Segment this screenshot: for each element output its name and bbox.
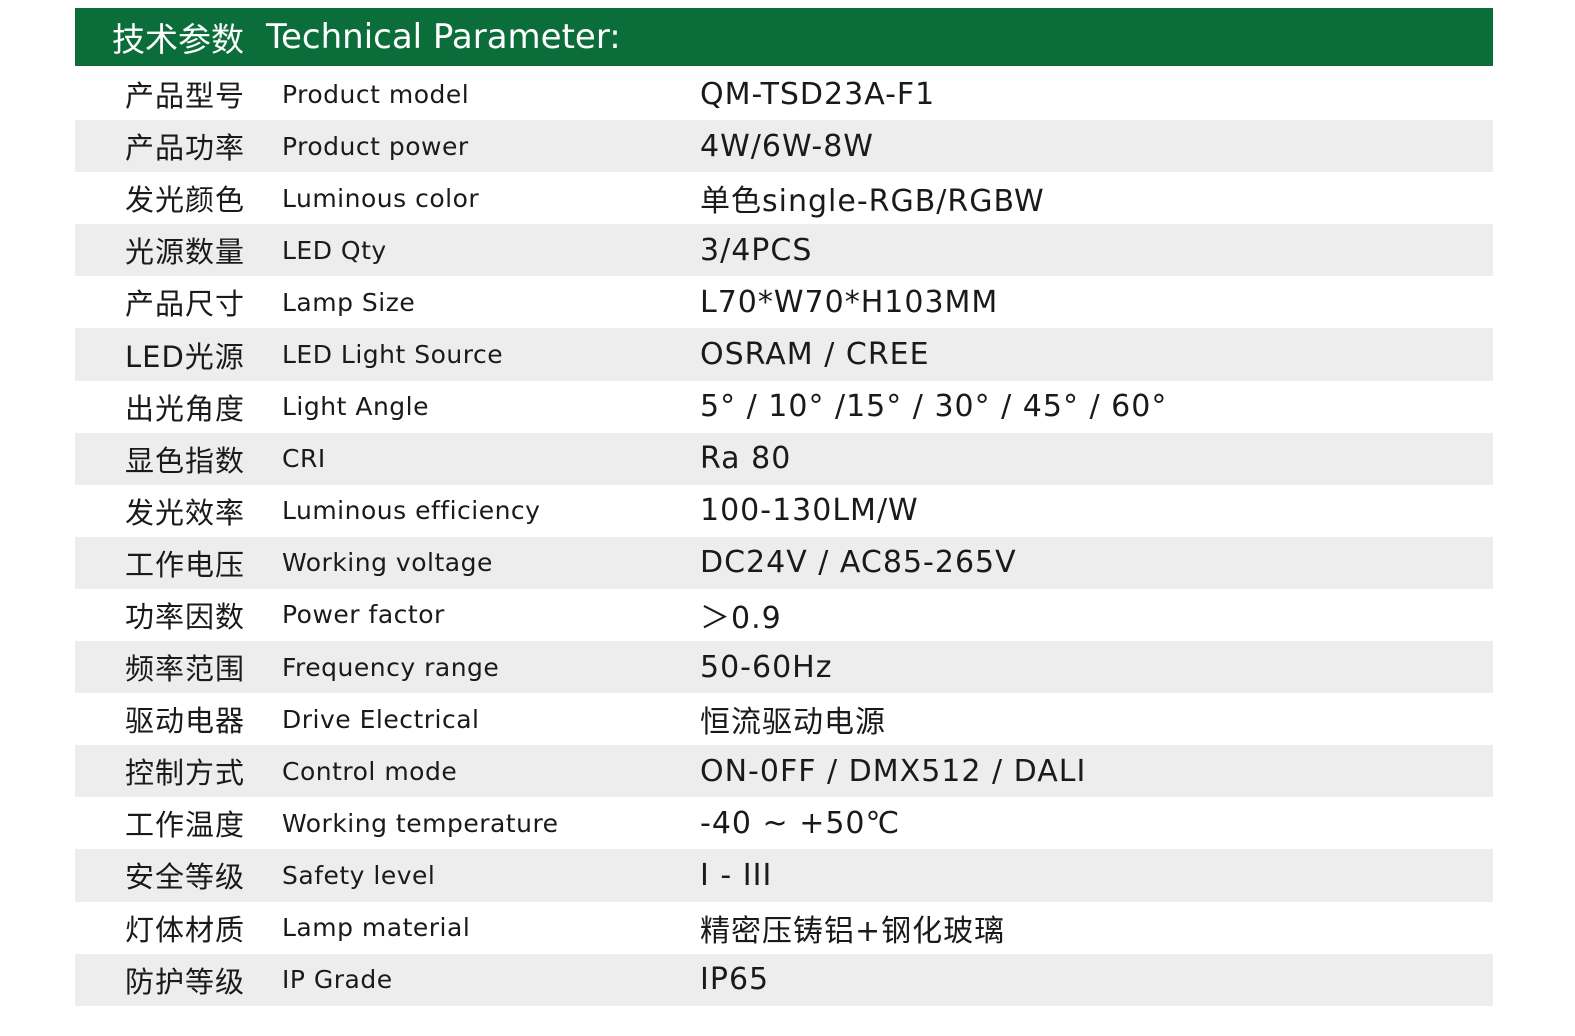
parameter-value: 4W/6W-8W xyxy=(700,128,874,164)
parameter-name-en: Working voltage xyxy=(282,548,493,578)
parameter-name-cn: 出光角度 xyxy=(125,391,246,426)
table-row: 出光角度 Light Angle 5° / 10° /15° / 30° / 45°… xyxy=(75,381,1493,433)
parameter-name-cn: 显色指数 xyxy=(125,443,246,478)
parameter-value: QM-TSD23A-F1 xyxy=(700,76,936,112)
table-row: 灯体材质 Lamp material 精密压铸铝+钢化玻璃 xyxy=(75,902,1493,954)
parameter-value: DC24V / AC85-265V xyxy=(700,545,1017,581)
parameter-name-en: CRI xyxy=(282,444,326,474)
parameter-value: 50-60Hz xyxy=(700,649,833,685)
parameter-name-cn: 功率因数 xyxy=(125,599,246,634)
parameter-name-cn: 灯体材质 xyxy=(125,912,246,947)
parameter-value: I - III xyxy=(700,857,773,893)
parameter-value: ON-0FF / DMX512 / DALI xyxy=(700,753,1087,789)
table-row: 产品功率 Product power 4W/6W-8W xyxy=(75,120,1493,173)
table-row: 驱动电器 Drive Electrical 恒流驱动电源 xyxy=(75,693,1493,745)
parameter-name-en: Luminous efficiency xyxy=(282,496,541,526)
table-row: LED光源 LED Light Source OSRAM / CREE xyxy=(75,328,1493,381)
parameter-name-en: Control mode xyxy=(282,756,458,786)
parameter-name-cn: 防护等级 xyxy=(125,964,246,999)
parameter-name-cn: 频率范围 xyxy=(125,652,246,687)
parameter-name-en: Product power xyxy=(282,131,469,161)
parameter-value: 3/4PCS xyxy=(700,232,813,268)
table-row: 工作温度 Working temperature -40 ~ +50℃ xyxy=(75,797,1493,849)
parameter-name-en: Product model xyxy=(282,79,470,109)
table-row: 光源数量 LED Qty 3/4PCS xyxy=(75,224,1493,277)
table-row: 发光颜色 Luminous color 单色single-RGB/RGBW xyxy=(75,172,1493,224)
parameter-value: 单色single-RGB/RGBW xyxy=(700,184,1045,220)
parameter-name-cn: 发光颜色 xyxy=(125,183,246,218)
parameter-name-cn: 产品功率 xyxy=(125,131,246,166)
parameter-name-en: Power factor xyxy=(282,600,445,630)
table-row: 功率因数 Power factor ＞0.9 xyxy=(75,589,1493,641)
parameter-value: 100-130LM/W xyxy=(700,493,919,529)
parameter-value: Ra 80 xyxy=(700,441,792,477)
table-row: 安全等级 Safety level I - III xyxy=(75,849,1493,902)
parameter-name-en: IP Grade xyxy=(282,965,393,995)
parameter-name-cn: LED光源 xyxy=(125,339,245,374)
parameter-value: IP65 xyxy=(700,962,770,998)
parameter-name-en: LED Qty xyxy=(282,235,387,265)
parameter-value: 恒流驱动电源 xyxy=(700,705,886,741)
table-header: 技术参数 Technical Parameter: xyxy=(75,8,1493,66)
parameter-name-cn: 驱动电器 xyxy=(125,704,246,739)
parameter-name-en: Drive Electrical xyxy=(282,704,480,734)
parameter-name-cn: 工作电压 xyxy=(125,547,246,582)
parameter-name-cn: 控制方式 xyxy=(125,756,246,791)
parameter-name-en: Light Angle xyxy=(282,392,429,422)
parameter-table: 产品型号 Product model QM-TSD23A-F1 产品功率 Product… xyxy=(75,68,1493,1006)
header-title-cn: 技术参数 xyxy=(112,20,244,59)
table-row: 频率范围 Frequency range 50-60Hz xyxy=(75,641,1493,694)
parameter-name-en: Working temperature xyxy=(282,808,559,838)
table-row: 产品型号 Product model QM-TSD23A-F1 xyxy=(75,68,1493,120)
parameter-name-en: Frequency range xyxy=(282,652,500,682)
parameter-name-cn: 发光效率 xyxy=(125,495,246,530)
parameter-value: L70*W70*H103MM xyxy=(700,284,999,320)
parameter-name-en: Lamp material xyxy=(282,913,471,943)
table-row: 工作电压 Working voltage DC24V / AC85-265V xyxy=(75,536,1493,589)
parameter-name-en: Luminous color xyxy=(282,183,480,213)
parameter-value: 精密压铸铝+钢化玻璃 xyxy=(700,913,1006,949)
parameter-value: ＞0.9 xyxy=(700,600,782,636)
table-row: 产品尺寸 Lamp Size L70*W70*H103MM xyxy=(75,276,1493,328)
parameter-name-cn: 安全等级 xyxy=(125,860,246,895)
parameter-value: OSRAM / CREE xyxy=(700,337,930,373)
parameter-name-en: Lamp Size xyxy=(282,287,416,317)
parameter-name-en: LED Light Source xyxy=(282,340,504,370)
table-row: 显色指数 CRI Ra 80 xyxy=(75,432,1493,485)
parameter-name-cn: 光源数量 xyxy=(125,235,246,270)
parameter-name-cn: 产品型号 xyxy=(125,79,246,114)
parameter-value: -40 ~ +50℃ xyxy=(700,805,901,841)
header-title-en: Technical Parameter: xyxy=(266,17,621,57)
parameter-name-cn: 工作温度 xyxy=(125,808,246,843)
table-row: 发光效率 Luminous efficiency 100-130LM/W xyxy=(75,485,1493,537)
parameter-name-en: Safety level xyxy=(282,860,436,890)
parameter-value: 5° / 10° /15° / 30° / 45° / 60° xyxy=(700,389,1168,425)
table-row: 防护等级 IP Grade IP65 xyxy=(75,953,1493,1006)
table-row: 控制方式 Control mode ON-0FF / DMX512 / DALI xyxy=(75,745,1493,798)
parameter-name-cn: 产品尺寸 xyxy=(125,287,246,322)
